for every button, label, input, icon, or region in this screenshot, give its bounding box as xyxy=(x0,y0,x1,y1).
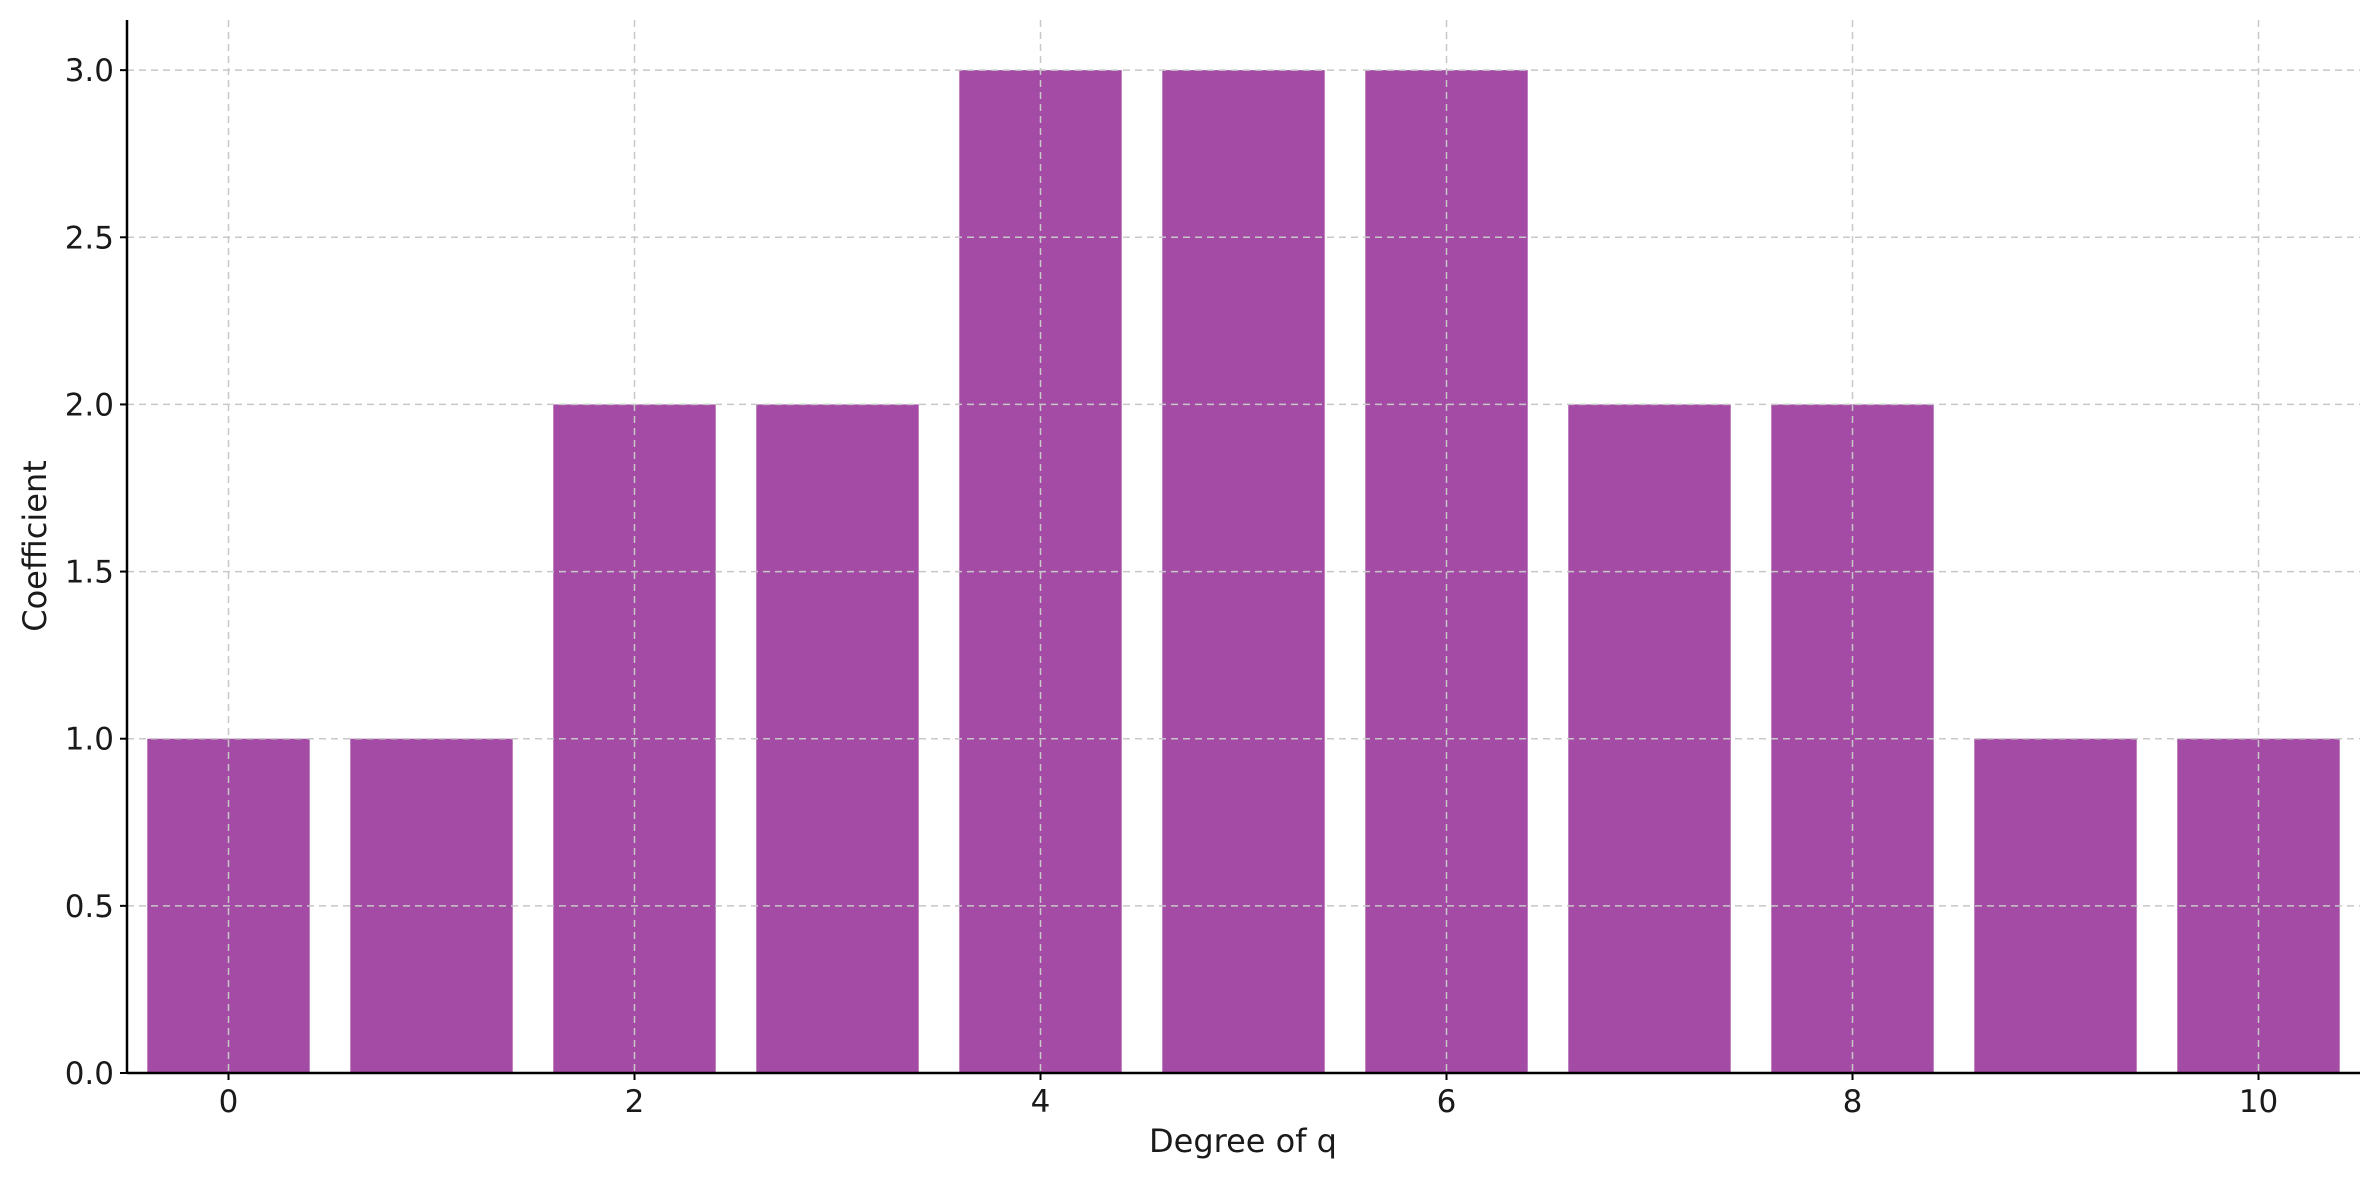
x-tick-label-0: 0 xyxy=(219,1084,239,1120)
x-ticks: 0 2 4 6 8 10 xyxy=(219,1073,2278,1120)
x-axis-label: Degree of q xyxy=(1149,1122,1337,1160)
axes xyxy=(125,20,2360,1075)
y-tick-label-0: 0.0 xyxy=(65,1056,114,1092)
x-tick-label-4: 8 xyxy=(1843,1084,1863,1120)
y-tick-label-2: 1.0 xyxy=(65,722,114,758)
y-tick-label-4: 2.0 xyxy=(65,387,114,423)
y-ticks: 0.0 0.5 1.0 1.5 2.0 2.5 3.0 xyxy=(65,53,127,1092)
x-tick-label-3: 6 xyxy=(1437,1084,1457,1120)
y-tick-label-3: 1.5 xyxy=(65,555,114,591)
x-tick-label-2: 4 xyxy=(1031,1084,1051,1120)
x-tick-label-1: 2 xyxy=(625,1084,645,1120)
y-tick-label-6: 3.0 xyxy=(65,53,114,89)
x-tick-label-5: 10 xyxy=(2239,1084,2278,1120)
y-tick-label-1: 0.5 xyxy=(65,889,114,925)
y-tick-label-5: 2.5 xyxy=(65,220,114,256)
y-axis-label: Coefficient xyxy=(16,460,54,632)
